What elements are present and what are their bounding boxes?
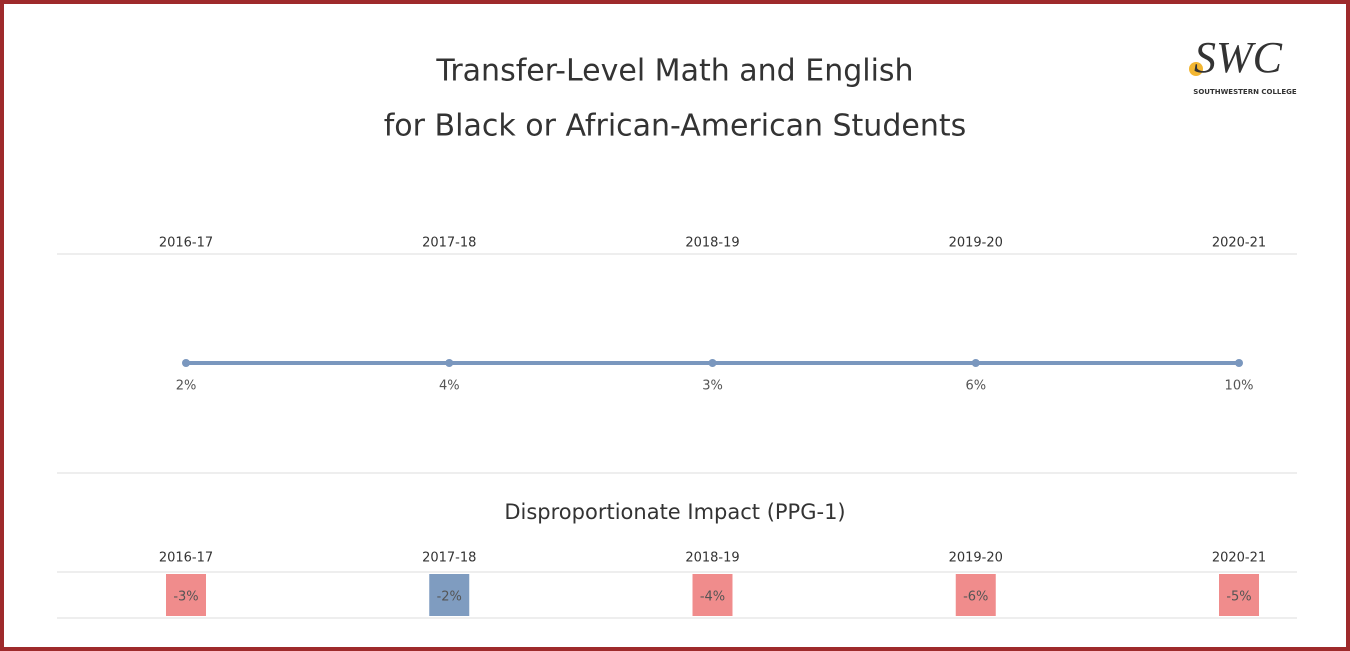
cell-label: -6% (963, 590, 988, 605)
logo-sun (1189, 62, 1203, 76)
cell (166, 574, 206, 616)
column-header: 2018-19 (685, 551, 739, 566)
column-header: 2017-18 (422, 236, 476, 251)
column-header: 2016-17 (159, 551, 213, 566)
cell (429, 574, 470, 616)
data-label: 6% (965, 379, 986, 394)
point (971, 359, 980, 367)
column-header: 2019-20 (949, 551, 1003, 566)
logo: SWC (1194, 33, 1283, 82)
logo-subtext: SOUTHWESTERN COLLEGE (1193, 88, 1297, 96)
data-label: 4% (439, 379, 460, 394)
cell-label: -3% (173, 590, 198, 605)
cell-label: -2% (437, 590, 462, 605)
cell-label: -5% (1226, 590, 1251, 605)
point (708, 359, 717, 367)
point (445, 359, 454, 367)
title-line: Transfer-Level Math and English (435, 54, 913, 89)
column-header: 2018-19 (685, 236, 739, 251)
column-header: 2016-17 (159, 236, 213, 251)
data-label: 2% (176, 379, 197, 394)
title-line: for Black or African-American Students (384, 109, 966, 144)
column-header: 2017-18 (422, 551, 476, 566)
column-header: 2019-20 (949, 236, 1003, 251)
section-title: Disproportionate Impact (PPG-1) (504, 500, 845, 524)
data-label: 10% (1225, 379, 1254, 394)
column-header: 2020-21 (1212, 551, 1266, 566)
cell (1219, 574, 1259, 616)
cell (955, 574, 996, 616)
data-label: 3% (702, 379, 723, 394)
cell-label: -4% (700, 590, 725, 605)
point (182, 359, 190, 367)
cell (692, 574, 733, 616)
column-header: 2020-21 (1212, 236, 1266, 251)
point (1235, 359, 1243, 367)
